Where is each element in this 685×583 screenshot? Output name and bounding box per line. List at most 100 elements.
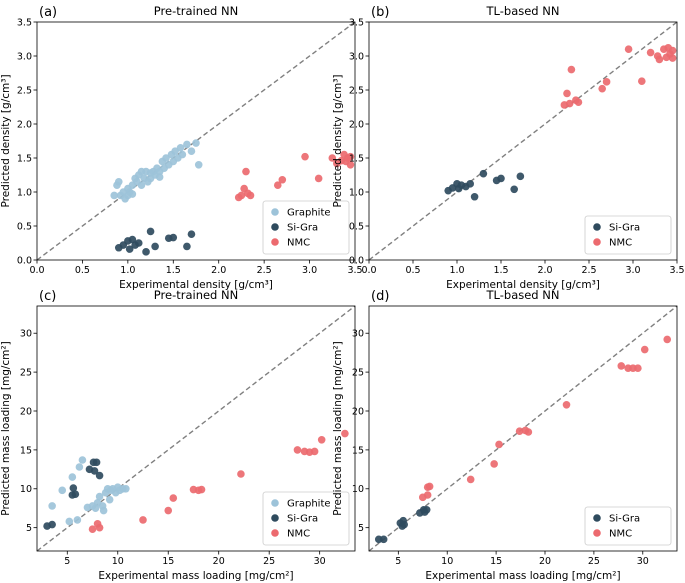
y-tick-label: 3.0 <box>17 51 32 62</box>
panel-letter: (c) <box>39 289 56 304</box>
y-axis-title: Predicted density [g/cm³] <box>332 74 344 207</box>
legend: Si-Gra NMC <box>584 215 672 255</box>
data-point <box>90 467 99 475</box>
x-tick-label: 20 <box>213 556 225 567</box>
legend-marker <box>593 529 601 537</box>
panel-4: 5 10 15 20 25 30 5 10 15 20 25 30 Experimental mass … <box>332 288 678 582</box>
x-tick-label: 5 <box>64 556 70 567</box>
legend-box <box>262 491 350 546</box>
data-point <box>151 242 159 251</box>
series-nmc <box>88 429 349 534</box>
y-tick-label: 25 <box>20 368 32 379</box>
data-point <box>516 172 525 181</box>
x-tick-label: 1.0 <box>120 265 135 276</box>
data-point <box>110 191 119 200</box>
x-tick-label: 0.5 <box>75 265 90 276</box>
series-si-gra <box>114 227 196 256</box>
data-point <box>515 427 524 436</box>
data-point <box>301 152 309 161</box>
data-point <box>169 494 178 502</box>
data-point <box>565 99 574 108</box>
series-nmc <box>560 44 677 109</box>
panel-title: TL-based NN <box>486 4 560 18</box>
y-tick-label: 2.0 <box>349 119 364 130</box>
data-point <box>314 174 323 183</box>
x-tick-label: 0.0 <box>361 265 376 276</box>
data-point <box>183 242 191 251</box>
data-point <box>169 233 178 242</box>
data-point <box>490 460 498 468</box>
data-point <box>171 147 179 155</box>
legend-marker <box>271 514 279 522</box>
legend-marker <box>593 238 601 246</box>
legend-label: NMC <box>609 529 632 540</box>
data-point <box>497 174 505 183</box>
data-point <box>420 508 429 516</box>
y-axis-title: Predicted mass loading [mg/cm²] <box>0 341 12 515</box>
legend: Si-Gra NMC <box>584 506 672 546</box>
data-point <box>139 516 147 524</box>
data-point <box>237 191 246 200</box>
y-tick-label: 0.5 <box>17 221 32 232</box>
x-tick-label: 2.5 <box>581 265 596 276</box>
data-point <box>114 178 123 186</box>
legend-label: NMC <box>609 238 632 249</box>
data-point <box>95 471 104 480</box>
x-tick-label: 3.0 <box>302 265 317 276</box>
data-point <box>105 495 114 504</box>
data-point <box>95 523 104 532</box>
data-point <box>598 84 606 93</box>
data-point <box>640 345 649 354</box>
y-tick-label: 1.0 <box>349 187 364 198</box>
legend-label: Si-Gra <box>609 514 640 525</box>
data-point <box>162 154 170 162</box>
legend-marker <box>271 529 279 537</box>
x-tick-label: 2.0 <box>537 265 552 276</box>
data-point <box>574 98 583 107</box>
x-tick-label: 3.5 <box>347 265 362 276</box>
data-point <box>183 140 191 149</box>
x-tick-label: 3.0 <box>625 265 640 276</box>
data-point <box>668 46 677 55</box>
data-point <box>95 492 104 501</box>
plot-area <box>368 305 678 552</box>
y-tick-label: 2.5 <box>349 85 364 96</box>
data-point <box>602 78 611 86</box>
legend: Graphite Si-Gra NMC <box>262 491 350 546</box>
data-point <box>346 152 355 161</box>
series-si-gra <box>444 169 525 201</box>
legend-marker <box>271 223 279 231</box>
x-tick-label: 10 <box>112 556 124 567</box>
y-tick-label: 25 <box>352 368 364 379</box>
x-tick-label: 1.0 <box>449 265 464 276</box>
y-tick-label: 0.0 <box>349 255 364 266</box>
data-point <box>106 486 115 495</box>
data-point <box>328 154 337 162</box>
y-tick-label: 15 <box>20 445 32 456</box>
y-axis-title: Predicted density [g/cm³] <box>0 74 12 207</box>
panel-letter: (b) <box>371 5 389 20</box>
data-point <box>99 506 108 515</box>
data-point <box>346 161 355 169</box>
legend: Graphite Si-Gra NMC <box>262 200 350 255</box>
x-axis-title: Experimental density [g/cm³] <box>119 279 273 291</box>
data-point <box>400 520 409 529</box>
y-tick-label: 3.0 <box>349 51 364 62</box>
x-tick-label: 0.0 <box>29 265 44 276</box>
y-tick-label: 1.5 <box>349 153 364 164</box>
data-point <box>470 192 479 201</box>
data-point <box>88 525 97 534</box>
x-tick-label: 25 <box>588 556 600 567</box>
data-point <box>176 144 185 152</box>
x-tick-label: 5 <box>395 556 401 567</box>
data-point <box>246 191 255 200</box>
x-tick-label: 10 <box>441 556 453 567</box>
y-tick-label: 10 <box>352 484 364 495</box>
panel-title: Pre-trained NN <box>154 4 238 18</box>
panel-1: 0.0 0.5 1.0 1.5 2.0 2.5 3.0 3.50.00.51.01.52.02… <box>0 4 363 291</box>
data-point <box>146 227 155 236</box>
y-tick-label: 3.5 <box>17 17 32 28</box>
data-point <box>562 400 571 409</box>
legend-marker <box>271 238 279 246</box>
